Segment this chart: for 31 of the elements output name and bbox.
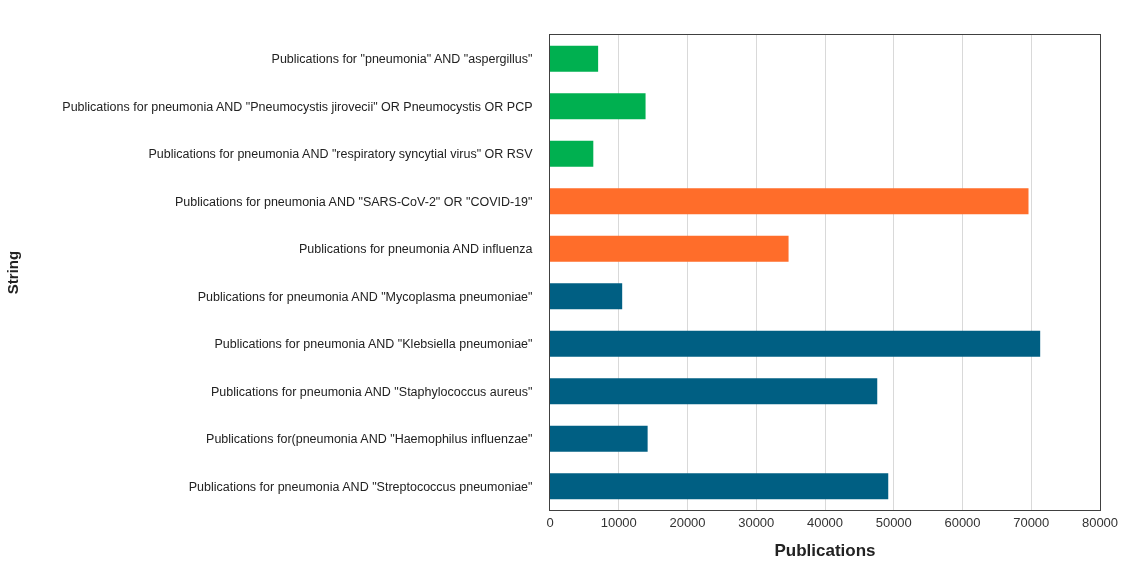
x-tick-label: 0 bbox=[546, 514, 554, 530]
y-tick-label: Publications for(pneumonia AND "Haemophilus influenzae" bbox=[206, 432, 533, 447]
y-tick-label: Publications for pneumonia AND "Klebsiella pneumoniae" bbox=[214, 337, 533, 352]
y-tick-label: Publications for pneumonia AND "SARS-CoV-2" OR "COVID-19" bbox=[175, 194, 533, 209]
bar bbox=[550, 425, 648, 452]
bar bbox=[550, 473, 889, 500]
x-tick-label: 30000 bbox=[738, 514, 775, 530]
bar bbox=[550, 283, 623, 310]
y-tick-label: Publications for pneumonia AND "Pneumocystis jirovecii" OR Pneumocystis OR PCP bbox=[62, 99, 533, 114]
y-axis-title: String bbox=[3, 250, 21, 295]
x-tick-label: 70000 bbox=[1013, 514, 1050, 530]
y-tick-label: Publications for pneumonia AND influenza bbox=[299, 242, 533, 257]
bar bbox=[550, 378, 878, 405]
x-tick-label: 60000 bbox=[944, 514, 981, 530]
bar bbox=[550, 140, 594, 167]
x-tick-label: 20000 bbox=[669, 514, 706, 530]
y-tick-label: Publications for "pneumonia" AND "aspergillus" bbox=[271, 52, 533, 67]
bar bbox=[550, 45, 599, 72]
x-axis-title: Publications bbox=[774, 541, 876, 560]
bar bbox=[550, 188, 1029, 215]
bar bbox=[550, 93, 646, 120]
y-tick-label: Publications for pneumonia AND "Mycoplasma pneumoniae" bbox=[197, 289, 533, 304]
x-tick-label: 10000 bbox=[600, 514, 637, 530]
x-tick-label: 80000 bbox=[1081, 514, 1119, 530]
x-tick-label: 40000 bbox=[806, 514, 844, 530]
bar bbox=[550, 235, 789, 262]
x-tick-label: 50000 bbox=[875, 514, 912, 530]
y-tick-label: Publications for pneumonia AND "Streptococcus pneumoniae" bbox=[188, 479, 533, 494]
y-tick-label: Publications for pneumonia AND "respiratory syncytial virus" OR RSV bbox=[148, 147, 534, 162]
bar bbox=[550, 330, 1041, 357]
y-tick-label: Publications for pneumonia AND "Staphylococcus aureus" bbox=[210, 384, 533, 399]
